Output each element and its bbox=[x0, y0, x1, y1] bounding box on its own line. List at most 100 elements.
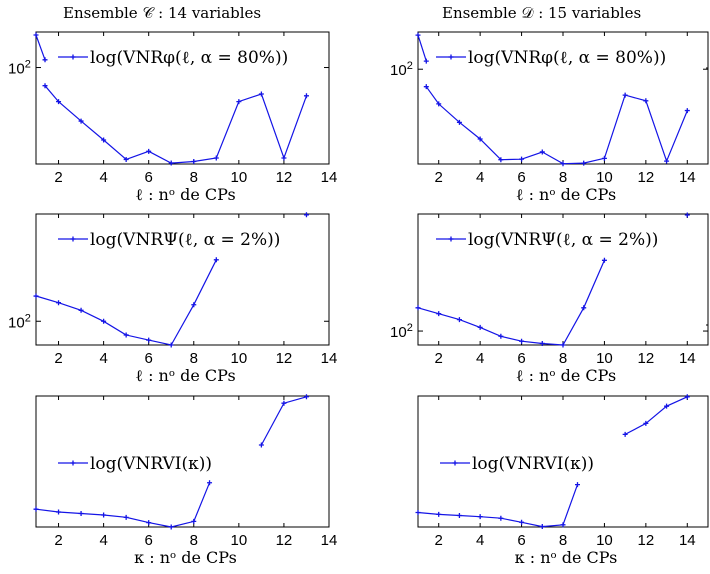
data-point-d-middle-0-1 bbox=[436, 311, 442, 317]
legend-marker-d-top bbox=[448, 54, 454, 60]
series-line-c-top-1 bbox=[44, 85, 308, 164]
data-point-d-middle-1-0 bbox=[684, 212, 690, 218]
x-tick-label-d-bottom-6: 6 bbox=[517, 532, 525, 549]
data-point-c-top-1-2 bbox=[78, 118, 84, 124]
data-point-d-bottom-0-2 bbox=[456, 513, 462, 519]
data-point-d-top-1-6 bbox=[539, 149, 545, 155]
x-tick-label-c-bottom-8: 8 bbox=[190, 532, 198, 549]
x-axis-label-d-bottom: κ : nᵒ de CPs bbox=[515, 548, 618, 567]
data-point-c-bottom-0-6 bbox=[168, 524, 174, 530]
column-title-ensemble-c: Ensemble 𝒞 : 14 variables bbox=[63, 4, 262, 22]
y-tick-label-c-top: 102 bbox=[8, 59, 31, 78]
data-point-c-middle-0-4 bbox=[123, 332, 129, 338]
series-line-c-top-0 bbox=[35, 34, 46, 61]
data-point-c-bottom-0-4 bbox=[123, 514, 129, 520]
data-point-d-middle-0-8 bbox=[581, 305, 587, 311]
legend-marker-d-middle bbox=[448, 236, 454, 242]
data-point-c-top-1-6 bbox=[168, 160, 174, 166]
data-point-c-middle-0-2 bbox=[78, 307, 84, 313]
data-point-c-bottom-0-1 bbox=[56, 509, 62, 515]
series-line-d-middle-0 bbox=[417, 260, 605, 346]
x-tick-label-d-bottom-10: 10 bbox=[596, 532, 613, 549]
x-tick-label-c-top-14: 14 bbox=[321, 169, 338, 186]
x-tick-label-c-middle-12: 12 bbox=[276, 350, 293, 367]
x-tick-label-c-top-10: 10 bbox=[231, 169, 248, 186]
data-point-d-bottom-1-0 bbox=[622, 431, 628, 437]
legend-bg-c-top bbox=[52, 42, 294, 72]
data-point-d-bottom-1-3 bbox=[684, 394, 690, 400]
legend-bg-d-top bbox=[430, 42, 672, 72]
data-point-d-middle-0-9 bbox=[601, 257, 607, 263]
x-tick-label-c-middle-4: 4 bbox=[99, 350, 107, 367]
x-tick-label-d-bottom-2: 2 bbox=[435, 532, 443, 549]
axes-box-c-middle bbox=[35, 213, 330, 346]
x-tick-label-d-top-6: 6 bbox=[517, 169, 525, 186]
legend-bg-d-middle bbox=[430, 224, 662, 254]
x-tick-label-d-middle-6: 6 bbox=[517, 350, 525, 367]
data-point-c-middle-0-1 bbox=[56, 300, 62, 306]
data-point-c-top-0-1 bbox=[42, 57, 48, 63]
x-tick-label-c-bottom-10: 10 bbox=[231, 532, 248, 549]
data-point-d-middle-0-5 bbox=[519, 338, 525, 344]
data-point-c-top-1-0 bbox=[42, 83, 48, 89]
x-tick-label-d-top-4: 4 bbox=[476, 169, 484, 186]
x-tick-label-c-bottom-4: 4 bbox=[99, 532, 107, 549]
data-point-c-bottom-0-3 bbox=[101, 512, 107, 518]
data-point-d-middle-0-6 bbox=[539, 340, 545, 346]
x-axis-label-d-top: ℓ : nᵒ de CPs bbox=[516, 185, 616, 204]
data-point-c-bottom-1-0 bbox=[258, 442, 264, 448]
legend-marker-d-bottom bbox=[452, 460, 458, 466]
data-point-c-top-0-0 bbox=[33, 32, 39, 38]
x-tick-label-d-top-12: 12 bbox=[638, 169, 655, 186]
x-tick-label-d-middle-4: 4 bbox=[476, 350, 484, 367]
data-point-d-top-1-0 bbox=[423, 84, 429, 90]
data-point-c-middle-0-8 bbox=[213, 257, 219, 263]
data-point-c-top-1-9 bbox=[236, 99, 242, 105]
data-point-d-top-1-2 bbox=[456, 119, 462, 125]
data-point-c-middle-1-0 bbox=[303, 212, 309, 218]
data-point-d-top-0-0 bbox=[415, 32, 421, 38]
series-line-d-top-0 bbox=[417, 34, 427, 62]
axes-box-c-top bbox=[35, 31, 330, 165]
x-tick-label-c-middle-10: 10 bbox=[231, 350, 248, 367]
data-point-d-top-1-8 bbox=[581, 160, 587, 166]
x-axis-label-c-middle: ℓ : nᵒ de CPs bbox=[135, 366, 235, 385]
legend-marker-c-top bbox=[70, 54, 76, 60]
data-point-d-top-1-5 bbox=[519, 156, 525, 162]
y-tick-label-d-middle: 102 bbox=[390, 322, 413, 341]
data-point-d-bottom-0-7 bbox=[560, 522, 566, 528]
data-point-c-top-1-7 bbox=[191, 159, 197, 165]
data-point-c-middle-0-3 bbox=[101, 318, 107, 324]
data-point-c-bottom-0-7 bbox=[191, 518, 197, 524]
data-point-c-top-1-8 bbox=[213, 155, 219, 161]
x-tick-label-d-top-2: 2 bbox=[435, 169, 443, 186]
x-tick-label-d-middle-10: 10 bbox=[596, 350, 613, 367]
legend-label-c-top: log(VNRφ(ℓ, α = 80%)) bbox=[90, 48, 288, 68]
x-tick-label-c-middle-14: 14 bbox=[321, 350, 338, 367]
x-tick-label-d-bottom-12: 12 bbox=[638, 532, 655, 549]
data-point-d-top-1-3 bbox=[477, 136, 483, 142]
legend-label-c-middle: log(VNRΨ(ℓ, α = 2%)) bbox=[90, 230, 280, 250]
data-point-d-middle-0-7 bbox=[560, 342, 566, 348]
x-axis-label-c-bottom: κ : nᵒ de CPs bbox=[134, 548, 237, 567]
data-point-d-middle-0-4 bbox=[498, 333, 504, 339]
series-line-d-bottom-0 bbox=[417, 484, 579, 528]
x-tick-label-c-top-12: 12 bbox=[276, 169, 293, 186]
x-tick-label-d-bottom-4: 4 bbox=[476, 532, 484, 549]
data-point-d-top-1-1 bbox=[436, 101, 442, 107]
series-line-c-middle-0 bbox=[35, 259, 217, 346]
series-line-d-bottom-1 bbox=[624, 396, 688, 435]
x-tick-label-d-middle-14: 14 bbox=[679, 350, 696, 367]
data-point-d-top-1-11 bbox=[643, 98, 649, 104]
legend-label-d-top: log(VNRφ(ℓ, α = 80%)) bbox=[468, 48, 666, 68]
data-point-c-middle-0-6 bbox=[168, 342, 174, 348]
series-line-c-bottom-0 bbox=[35, 482, 211, 528]
data-point-c-top-1-11 bbox=[281, 155, 287, 161]
x-tick-label-c-bottom-12: 12 bbox=[276, 532, 293, 549]
data-point-d-top-1-4 bbox=[498, 157, 504, 163]
legend-marker-c-middle bbox=[70, 236, 76, 242]
data-point-d-top-1-7 bbox=[560, 161, 566, 167]
x-tick-label-d-bottom-8: 8 bbox=[559, 532, 567, 549]
data-point-c-middle-0-7 bbox=[191, 302, 197, 308]
